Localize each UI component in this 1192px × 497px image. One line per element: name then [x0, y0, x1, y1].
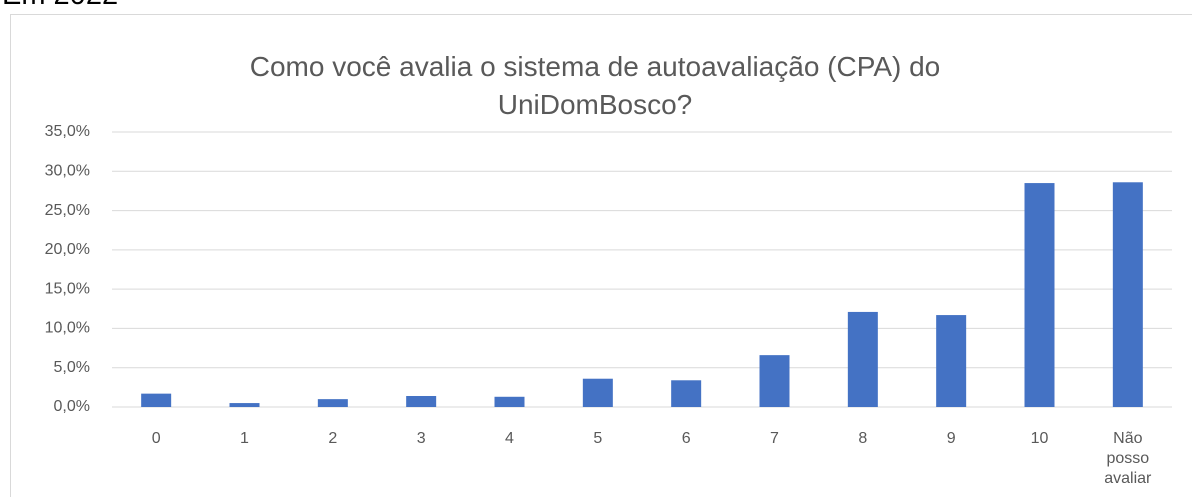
bar [494, 396, 525, 407]
y-tick-label: 35,0% [45, 123, 90, 140]
y-tick-label: 30,0% [45, 163, 90, 180]
heading: Em 2022 [2, 0, 118, 12]
bar [582, 378, 613, 407]
bar [671, 380, 702, 407]
bar [317, 399, 348, 407]
x-tick-label: 4 [505, 430, 514, 447]
bar [1112, 182, 1143, 407]
y-tick-label: 25,0% [45, 202, 90, 219]
bar [141, 393, 172, 407]
x-tick-label: 0 [151, 430, 161, 447]
x-tick-label: 3 [416, 430, 426, 447]
x-tick-label: 2 [328, 430, 338, 447]
y-tick-label: 0,0% [54, 398, 90, 415]
x-tick-label: 1 [240, 430, 249, 447]
bar [936, 315, 967, 407]
bar [229, 403, 260, 407]
y-tick-label: 15,0% [45, 280, 90, 297]
x-tick-label: 10 [1030, 430, 1049, 447]
x-tick-label: 8 [858, 430, 868, 447]
y-tick-label: 20,0% [45, 241, 90, 258]
x-tick-label: Não posso avaliar [1104, 430, 1152, 487]
bar [847, 311, 878, 407]
chart-title: Como você avalia o sistema de autoavalia… [249, 51, 941, 120]
y-tick-label: 5,0% [54, 359, 90, 376]
chart-frame [10, 14, 1192, 497]
x-tick-label: 9 [946, 430, 956, 447]
y-tick-label: 10,0% [45, 320, 90, 337]
x-tick-label: 7 [770, 430, 779, 447]
bar [406, 396, 437, 407]
x-tick-label: 6 [681, 430, 691, 447]
bar [759, 355, 790, 407]
x-tick-label: 5 [593, 430, 603, 447]
bar [1024, 183, 1055, 407]
